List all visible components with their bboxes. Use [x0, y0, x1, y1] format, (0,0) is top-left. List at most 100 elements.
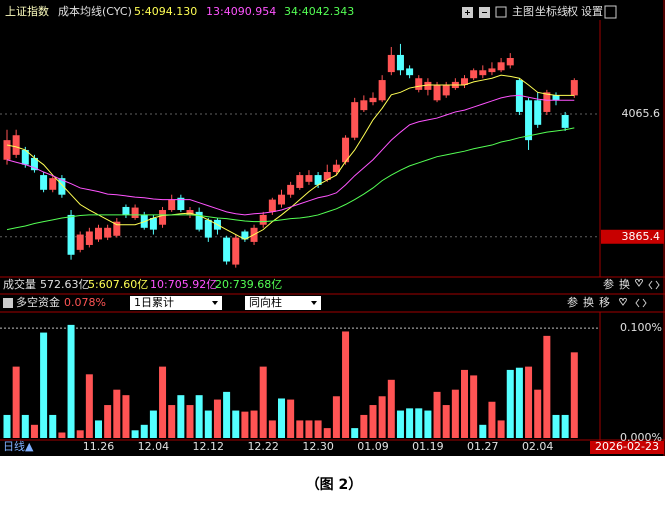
- candle-body: [159, 210, 167, 225]
- bar: [140, 424, 148, 438]
- bar: [534, 389, 542, 438]
- favorite-icon[interactable]: [635, 278, 643, 287]
- bar: [113, 389, 121, 438]
- candle-body: [543, 92, 551, 112]
- bar: [241, 411, 249, 438]
- panel-tool[interactable]: 换: [619, 277, 630, 291]
- candle-body: [323, 172, 331, 180]
- toolbar-button[interactable]: 主图: [512, 5, 534, 18]
- bar: [552, 414, 560, 438]
- bar: [104, 405, 112, 438]
- bar: [433, 391, 441, 438]
- candle-body: [406, 68, 414, 76]
- candle-body: [570, 80, 578, 96]
- candle-body: [232, 237, 240, 265]
- bar: [30, 424, 38, 438]
- bar: [506, 369, 514, 438]
- candle-body: [351, 102, 359, 138]
- candle-body: [296, 175, 304, 188]
- bar: [21, 414, 29, 438]
- dropdown-label[interactable]: 1日累计: [134, 296, 174, 309]
- candle-body: [488, 68, 496, 73]
- bar: [95, 420, 102, 438]
- toolbar-button[interactable]: 权: [567, 5, 578, 18]
- y-tick-label: 0.100%: [620, 321, 662, 334]
- bar: [342, 331, 350, 438]
- x-tick-label: 01.09: [357, 440, 389, 453]
- bar: [305, 420, 313, 438]
- bar: [461, 369, 468, 438]
- bar: [570, 352, 578, 438]
- candle-body: [85, 231, 93, 245]
- grid-icon[interactable]: [495, 6, 507, 18]
- toolbar-button[interactable]: 设置: [581, 5, 603, 18]
- zoom-in-button[interactable]: [462, 7, 473, 18]
- bar: [479, 424, 487, 438]
- bar: [168, 405, 176, 438]
- bar: [213, 399, 221, 438]
- bar: [268, 420, 276, 438]
- chart-title: 上证指数: [5, 4, 49, 18]
- dropdown-arrow: [212, 301, 218, 305]
- candle-body: [241, 231, 249, 240]
- volume-average: 20:739.68亿: [215, 278, 282, 291]
- bar: [40, 332, 48, 438]
- bar: [159, 366, 167, 438]
- bar: [415, 408, 423, 438]
- zoom-out-button[interactable]: [479, 7, 490, 18]
- candle-body: [58, 178, 66, 195]
- panel-tool[interactable]: 参: [567, 295, 578, 309]
- candle-body: [332, 164, 340, 173]
- bar: [76, 430, 84, 438]
- bar: [287, 399, 295, 438]
- bar: [369, 405, 377, 438]
- candle-body: [314, 175, 322, 185]
- bar: [149, 410, 157, 438]
- candle-body: [396, 54, 404, 71]
- dropdown-label[interactable]: 同向柱: [249, 295, 282, 309]
- indicator-name: 成本均线(CYC): [58, 4, 132, 18]
- arrow-icons[interactable]: [648, 280, 660, 290]
- candle-body: [49, 178, 57, 190]
- bar: [296, 420, 304, 438]
- bar: [177, 395, 185, 438]
- panel-tool[interactable]: 换: [583, 295, 594, 309]
- legend-entry: 5:4094.130: [134, 5, 197, 18]
- bar: [3, 414, 11, 438]
- candle-body: [305, 175, 313, 182]
- caption: （图 2）: [306, 477, 363, 493]
- export-icon[interactable]: [604, 5, 617, 19]
- x-tick-label: 12.04: [138, 440, 170, 453]
- bar: [49, 414, 57, 438]
- volume-title: 成交量: [3, 277, 36, 291]
- bar: [424, 410, 432, 438]
- bar: [442, 405, 450, 438]
- dropdown[interactable]: [245, 296, 321, 310]
- bar: [223, 391, 231, 438]
- panel-tool[interactable]: 移: [599, 296, 610, 309]
- help-icon[interactable]: [3, 298, 13, 308]
- period-label[interactable]: 日线▲: [3, 439, 34, 453]
- candle-body: [21, 149, 29, 165]
- candle-body: [149, 217, 157, 230]
- panel-tool[interactable]: 参: [603, 277, 614, 291]
- bar: [515, 367, 523, 438]
- candle-body: [12, 135, 20, 155]
- y-tick-label: 3865.4: [622, 230, 661, 243]
- bar: [406, 408, 414, 438]
- candle-body: [95, 227, 102, 240]
- candle-body: [268, 199, 276, 212]
- bar: [195, 395, 203, 438]
- bar: [85, 374, 93, 438]
- toolbar-button[interactable]: 坐标线: [535, 4, 568, 18]
- candle-body: [415, 78, 423, 90]
- candle-body: [67, 214, 75, 255]
- arrow-icons[interactable]: [635, 298, 647, 308]
- candle-body: [442, 84, 450, 96]
- volume-average: 5:607.60亿: [88, 278, 148, 291]
- favorite-icon[interactable]: [619, 297, 627, 306]
- dropdown-arrow: [311, 301, 317, 305]
- x-tick-label: 02.04: [522, 440, 554, 453]
- dropdown[interactable]: [130, 296, 222, 310]
- bar: [561, 414, 569, 438]
